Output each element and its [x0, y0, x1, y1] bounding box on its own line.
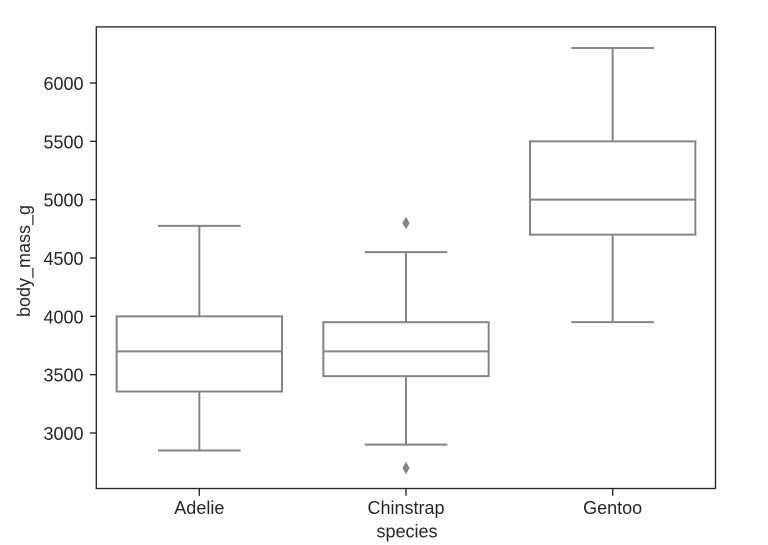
svg-text:Gentoo: Gentoo: [583, 498, 642, 518]
svg-text:Adelie: Adelie: [174, 498, 224, 518]
svg-text:3500: 3500: [43, 366, 83, 386]
svg-text:5500: 5500: [43, 132, 83, 152]
svg-text:Chinstrap: Chinstrap: [367, 498, 444, 518]
svg-text:species: species: [376, 522, 437, 542]
svg-text:6000: 6000: [43, 74, 83, 94]
svg-text:5000: 5000: [43, 191, 83, 211]
svg-text:4500: 4500: [43, 249, 83, 269]
svg-text:3000: 3000: [43, 424, 83, 444]
svg-text:body_mass_g: body_mass_g: [14, 205, 35, 317]
svg-text:4000: 4000: [43, 307, 83, 327]
